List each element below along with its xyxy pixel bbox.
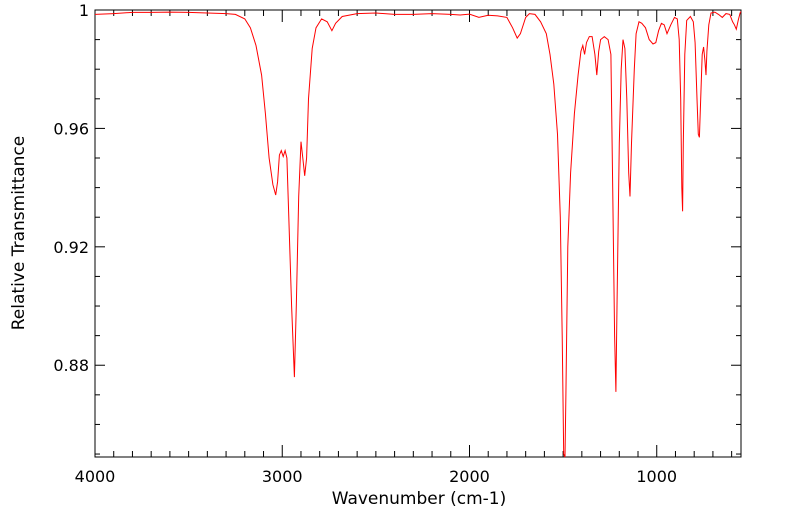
y-tick-label: 1 [79,1,89,20]
y-axis-title: Relative Transmittance [9,136,29,331]
y-tick-label: 0.92 [53,238,89,257]
x-tick-label: 3000 [262,467,303,486]
x-axis-title: Wavenumber (cm-1) [332,489,507,509]
y-tick-label: 0.88 [53,356,89,375]
x-axis-tick-labels: 4000 3000 2000 1000 [75,467,677,486]
y-axis-ticks [95,9,741,455]
x-tick-label: 1000 [636,467,677,486]
x-tick-label: 2000 [449,467,490,486]
x-tick-label: 4000 [75,467,116,486]
x-axis-ticks [94,10,733,457]
y-axis-tick-labels: 0.88 0.92 0.96 1 [53,1,89,375]
y-tick-label: 0.96 [53,119,89,138]
series-line-spectrum [94,11,742,458]
plot-frame [94,9,742,458]
